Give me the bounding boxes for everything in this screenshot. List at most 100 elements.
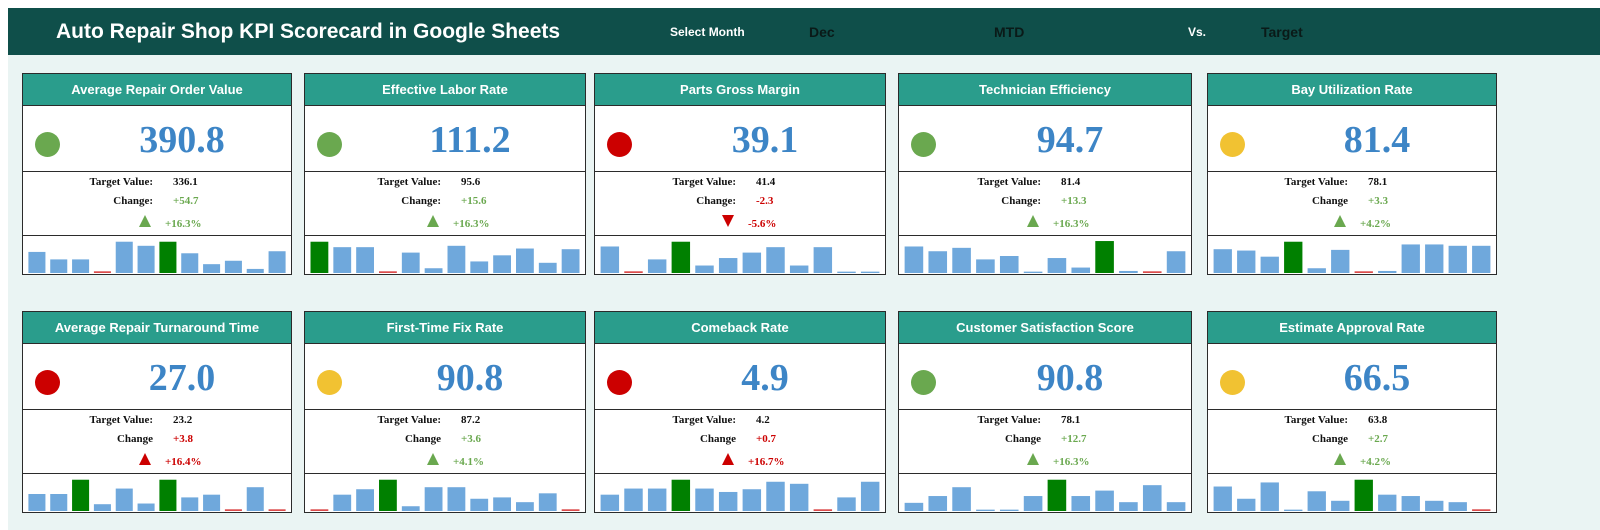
trend-bar [72,259,90,273]
trend-bar [695,265,714,273]
trend-bar [999,256,1019,273]
trend-bar [1448,245,1467,273]
status-indicator-icon [607,370,632,395]
trend-bar [1237,498,1256,511]
change-value: +15.6 [461,195,487,207]
change-percent: +16.3% [165,218,202,230]
target-value: 78.1 [1061,414,1081,426]
trend-bar [561,509,580,511]
kpi-details: Target Value: 78.1 Change +12.7 +16.3% [899,410,1191,474]
trend-bar [470,498,489,511]
target-label: Target Value: [377,176,441,188]
change-label: Change [1311,433,1348,445]
change-label: Change: [1001,195,1041,207]
kpi-details: Target Value: 95.6 Change: +15.6 +16.3% [305,172,585,236]
target-value: 87.2 [461,414,481,426]
trend-bar [1023,271,1043,273]
status-indicator-icon [35,370,60,395]
kpi-card: Estimate Approval Rate 66.5 Target Value: 6… [1207,311,1497,513]
trend-bar [159,241,177,273]
kpi-value: 4.9 [741,357,789,399]
trend-bar [999,509,1019,511]
trend-bar [401,252,420,273]
trend-bar [538,493,557,511]
kpi-value: 39.1 [731,119,799,161]
trend-bar [379,479,397,511]
trend-bar [28,251,46,273]
trend-bar [1071,267,1091,273]
change-value: +13.3 [1061,195,1087,207]
trend-bar [624,488,643,511]
trend-bar-chart [305,236,585,274]
kpi-main: 90.8 [899,344,1191,410]
trend-bar [1354,479,1373,511]
trend-bar [1166,251,1186,273]
kpi-details: Target Value: 78.1 Change +3.3 +4.2% [1208,172,1496,236]
change-percent: +16.7% [748,456,785,468]
trend-bar-chart [595,474,885,512]
up-arrow-icon [722,453,734,465]
trend-bar [137,503,155,511]
target-value: 23.2 [173,414,193,426]
trend-bar [1284,509,1303,511]
trend-bar [1213,486,1232,511]
trend-bar [1119,270,1138,273]
trend-bar [1142,271,1162,273]
trend-bar [268,509,286,511]
trend-bar [1401,496,1420,511]
kpi-title: Estimate Approval Rate [1208,312,1496,344]
target-label: Target Value: [89,176,153,188]
trend-bar [333,494,352,511]
trend-bar [742,489,762,511]
trend-bar [1047,479,1067,511]
trend-bar [310,509,329,511]
kpi-main: 4.9 [595,344,885,410]
kpi-title: Average Repair Order Value [23,74,291,106]
change-percent: +16.3% [1053,218,1090,230]
month-selector[interactable]: Dec [809,24,835,40]
trend-bar-chart [23,474,291,512]
target-label: Target Value: [977,176,1041,188]
kpi-card: Parts Gross Margin 39.1 Target Value: 41.4 C… [594,73,886,275]
change-percent: +4.2% [1360,456,1392,468]
trend-bar [379,271,397,273]
trend-bar [1331,500,1350,511]
target-label: Target Value: [672,414,736,426]
period-selector[interactable]: MTD [994,24,1025,40]
trend-bar [600,246,620,273]
status-indicator-icon [911,132,936,157]
trend-bar [50,494,68,511]
trend-bar [28,494,46,511]
change-percent: +4.1% [453,456,485,468]
trend-bar [516,502,534,511]
trend-bar [1354,271,1373,273]
trend-bar [837,271,856,273]
trend-bar [1378,494,1397,511]
trend-bars-svg [904,241,1186,273]
trend-bars-svg [1213,479,1491,511]
trend-bar [1284,241,1303,273]
change-percent: +16.3% [453,218,490,230]
kpi-value: 81.4 [1343,119,1411,161]
trend-bar [115,241,133,273]
trend-bar [1166,502,1186,511]
trend-bars-svg [310,479,580,511]
change-label: Change [404,433,441,445]
change-value: +3.3 [1368,195,1389,207]
target-label: Target Value: [672,176,736,188]
change-label: Change [699,433,736,445]
trend-bar [1401,244,1420,273]
trend-bar [813,509,833,511]
kpi-main: 111.2 [305,106,585,172]
trend-bar [1307,268,1326,273]
status-indicator-icon [607,132,632,157]
target-value: 78.1 [1368,176,1388,188]
trend-bar [976,509,995,511]
trend-bar [1142,485,1162,511]
change-value: +3.6 [461,433,482,445]
target-value: 4.2 [756,414,770,426]
up-arrow-icon [1027,453,1039,465]
up-arrow-icon [139,453,151,465]
comparison-selector[interactable]: Target [1261,24,1303,40]
trend-bar [766,481,785,511]
